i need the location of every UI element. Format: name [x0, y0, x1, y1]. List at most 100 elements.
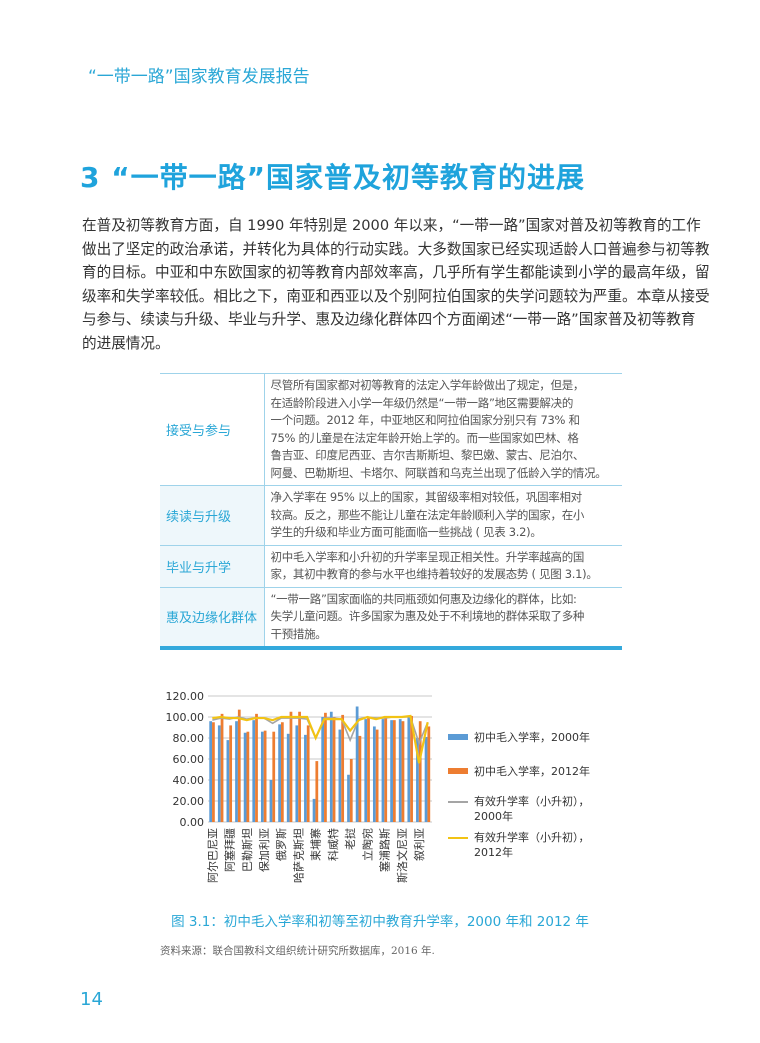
source-note: 资料来源：联合国教科文组织统计研究所数据库，2016 年.	[160, 945, 435, 957]
summary-table: 接受与参与 尽管所有国家都对初等教育的法定入学年龄做出了规定，但是， 在适龄阶段进…	[160, 373, 622, 650]
bar	[304, 734, 307, 822]
x-tick-label: 阿尔巴尼亚	[206, 828, 219, 883]
bar	[263, 730, 267, 822]
bar	[260, 731, 264, 822]
bar	[329, 711, 333, 822]
bar	[367, 717, 370, 822]
row-text: 初中毛入学率和小升初的升学率呈现正相关性。升学率越高的国 家，其初中教育的参与水平…	[264, 544, 622, 587]
text-line: 初中毛入学率和小升初的升学率呈现正相关性。升学率越高的国	[270, 549, 585, 564]
bar	[209, 721, 213, 822]
enrollment-chart: 0.00 20.00 40.00 60.00 80.00 100.00 120.00 阿尔巴尼…	[166, 690, 432, 883]
body-line: 在普及初等教育方面，自 1990 年特别是 2000 年以来，“一带一路”国家对…	[82, 217, 701, 234]
row-text: “一带一路”国家面临的共同瓶颈如何惠及边缘化的群体，比如: 失学儿童问题。许多国家…	[264, 586, 622, 648]
text-line: 尽管所有国家都对初等教育的法定入学年龄做出了规定，但是，	[270, 378, 585, 392]
body-line: 与参与、续读与升级、毕业与升学、惠及边缘化群体四个方面阐述“一带一路”国家普及初…	[82, 311, 696, 328]
text-line: 75% 的儿童是在法定年龄开始上学的。而一些国家如巴林、格	[270, 430, 579, 445]
y-tick-label: 40.00	[173, 774, 205, 787]
text-line: 干预措施。	[270, 626, 327, 641]
text-line: “一带一路”国家面临的共同瓶颈如何惠及边缘化的群体，比如:	[270, 591, 577, 606]
body-paragraph: 在普及初等教育方面，自 1990 年特别是 2000 年以来，“一带一路”国家对…	[82, 214, 722, 355]
bar	[341, 714, 345, 822]
bar	[295, 725, 299, 822]
bar	[278, 724, 281, 822]
bar	[384, 717, 388, 822]
bar	[217, 725, 221, 822]
bar	[410, 715, 413, 822]
bar	[381, 719, 385, 822]
bar	[372, 726, 376, 822]
y-tick-label: 0.00	[180, 816, 205, 829]
bar	[229, 725, 233, 822]
body-line: 育的目标。中亚和中东欧国家的初等教育内部效率高，几乎所有学生都能读到小学的最高年…	[82, 264, 710, 281]
bar	[272, 731, 276, 822]
bar	[427, 726, 431, 822]
text-line: 失学儿童问题。许多国家为惠及处于不利境地的群体采取了多种	[270, 609, 585, 623]
y-tick-label: 120.00	[166, 690, 205, 703]
bar	[424, 736, 428, 822]
bar	[286, 733, 290, 822]
y-tick-label: 100.00	[166, 711, 205, 724]
bar	[255, 713, 258, 822]
bar	[315, 761, 319, 822]
x-tick-label: 斯洛文尼亚	[395, 828, 409, 883]
bar	[243, 732, 247, 822]
bar	[220, 713, 224, 822]
bar	[280, 722, 284, 822]
running-header: “一带一路”国家教育发展报告	[88, 67, 310, 87]
bar	[338, 729, 342, 822]
bar	[418, 721, 422, 822]
text-line: 鲁吉亚、印度尼西亚、吉尔吉斯斯坦、黎巴嫩、蒙古、尼泊尔、	[270, 448, 585, 462]
body-line: 的进展情况。	[82, 334, 170, 352]
bar	[358, 735, 362, 822]
text-line: 在适龄阶段进入小学一年级仍然是“一带一路”地区需要解决的	[270, 395, 574, 410]
bar	[347, 774, 350, 822]
row-label: 惠及边缘化群体	[160, 586, 265, 648]
legend-label: 2000年	[474, 810, 513, 823]
bar	[332, 717, 336, 822]
text-line: 一个问题。2012 年，中亚地区和阿拉伯国家分别只有 73% 和	[270, 413, 581, 427]
bar	[226, 740, 230, 822]
bar	[416, 738, 419, 822]
row-label: 续读与升级	[160, 485, 265, 545]
legend-swatch-icon	[448, 768, 468, 774]
figure-caption: 图 3.1：初中毛入学率和初等至初中教育升学率，2000 年和 2012 年	[171, 914, 589, 930]
bar	[398, 719, 402, 822]
body-line: 级率和失学率较低。相比之下，南亚和西亚以及个别阿拉伯国家的失学问题较为严重。本章…	[82, 287, 710, 305]
table-row: 惠及边缘化群体 “一带一路”国家面临的共同瓶颈如何惠及边缘化的群体，比如: 失学儿…	[160, 586, 622, 648]
bar	[390, 720, 393, 822]
legend-label: 初中毛入学率，2000年	[474, 731, 590, 744]
legend-swatch-icon	[448, 734, 468, 740]
bar	[364, 719, 368, 822]
x-tick-label: 保加利亚	[257, 828, 271, 872]
row-text: 尽管所有国家都对初等教育的法定入学年龄做出了规定，但是， 在适龄阶段进入小学一年级…	[264, 373, 622, 486]
x-tick-label: 柬埔寨	[309, 828, 323, 861]
text-line: 学生的升级和毕业方面可能面临一些挑战 ( 见表 3.2)。	[270, 525, 542, 539]
text-line: 净入学率在 95% 以上的国家，其留级率相对较低，巩固率相对	[270, 490, 583, 504]
bar	[324, 712, 327, 822]
bar	[312, 798, 316, 822]
legend-label: 有效升学率（小升初），	[474, 831, 590, 844]
legend-label: 有效升学率（小升初），	[474, 795, 590, 808]
series-line	[212, 714, 429, 764]
bar	[235, 721, 238, 822]
bar	[298, 711, 301, 822]
legend-line-icon	[448, 837, 468, 839]
bar	[252, 720, 256, 822]
bar	[375, 729, 379, 822]
bar	[269, 780, 273, 822]
legend-label: 初中毛入学率，2012年	[474, 765, 590, 778]
bar	[401, 721, 405, 822]
table-row: 接受与参与 尽管所有国家都对初等教育的法定入学年龄做出了规定，但是， 在适龄阶段进…	[160, 373, 622, 486]
x-tick-label: 立陶宛	[360, 828, 374, 861]
text-line: 阿曼、巴勒斯坦、卡塔尔、阿联酋和乌克兰出现了低龄入学的情况。	[270, 465, 607, 480]
bar	[407, 717, 411, 822]
row-text: 净入学率在 95% 以上的国家，其留级率相对较低，巩固率相对 较高。反之，那些不能…	[264, 485, 622, 545]
bar	[349, 759, 353, 822]
bar	[321, 717, 325, 822]
bar	[392, 720, 396, 822]
bar	[355, 706, 359, 822]
table-row: 毕业与升学 初中毛入学率和小升初的升学率呈现正相关性。升学率越高的国 家，其初中教…	[160, 544, 622, 587]
table-row: 续读与升级 净入学率在 95% 以上的国家，其留级率相对较低，巩固率相对 较高。反…	[160, 485, 622, 545]
text-line: 家，其初中教育的参与水平也维持着较好的发展态势 ( 见图 3.1)。	[270, 567, 598, 581]
x-tick-label: 塞浦路斯	[378, 828, 392, 872]
